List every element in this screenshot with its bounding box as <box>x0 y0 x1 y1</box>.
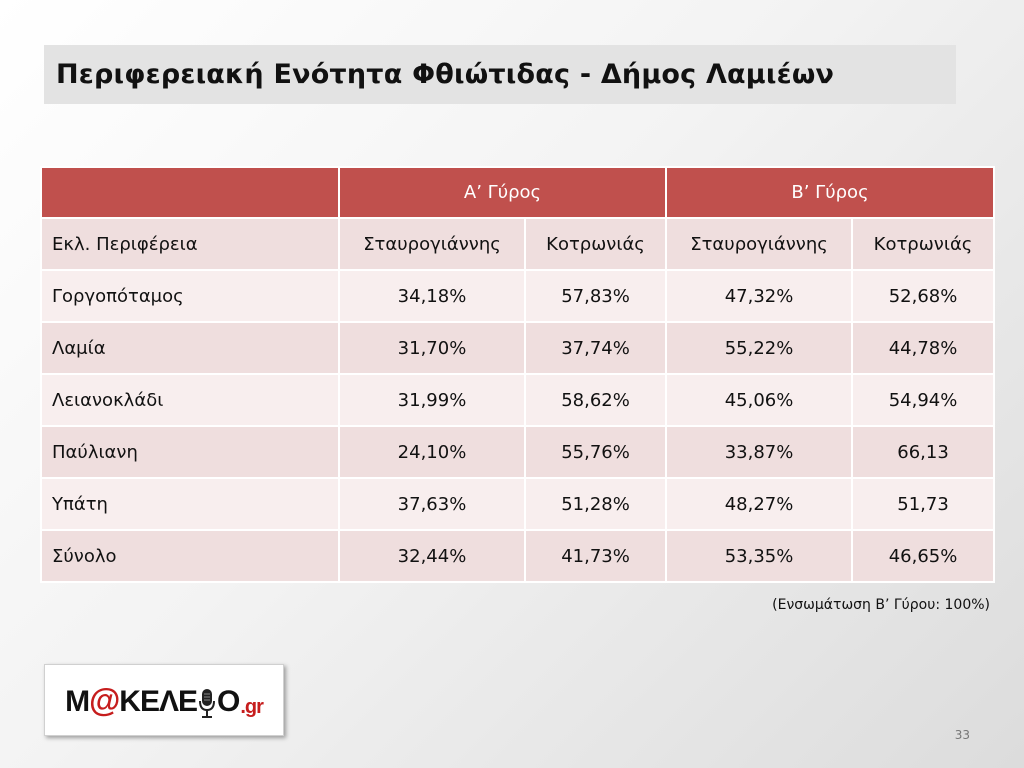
region-name: Υπάτη <box>40 477 340 531</box>
value-cell: 46,65% <box>851 529 996 583</box>
table-row: Λειανοκλάδι 31,99% 58,62% 45,06% 54,94% <box>40 373 996 427</box>
table-row: Γοργοπόταμος 34,18% 57,83% 47,32% 52,68% <box>40 269 996 323</box>
table-row: Παύλιανη 24,10% 55,76% 33,87% 66,13 <box>40 425 996 479</box>
value-cell: 31,70% <box>338 321 526 375</box>
value-cell: 33,87% <box>665 425 854 479</box>
round-header-row: Α’ Γύρος Β’ Γύρος <box>40 166 996 219</box>
table-row: Λαμία 31,70% 37,74% 55,22% 44,78% <box>40 321 996 375</box>
candidate-header: Κοτρωνιάς <box>851 217 996 271</box>
value-cell: 51,73 <box>851 477 996 531</box>
candidate-header-row: Εκλ. Περιφέρεια Σταυρογιάννης Κοτρωνιάς … <box>40 217 996 271</box>
value-cell: 31,99% <box>338 373 526 427</box>
candidate-header: Κοτρωνιάς <box>523 217 668 271</box>
header-empty-cell <box>40 166 340 219</box>
region-name: Παύλιανη <box>40 425 340 479</box>
value-cell: 34,18% <box>338 269 526 323</box>
logo-suffix: .gr <box>240 695 264 718</box>
logo-part-3: Ο <box>217 684 240 718</box>
value-cell: 52,68% <box>851 269 996 323</box>
value-cell: 66,13 <box>851 425 996 479</box>
logo-at: @ <box>89 681 120 718</box>
logo-part-2: ΚΕΛΕ <box>119 684 198 718</box>
value-cell: 47,32% <box>665 269 854 323</box>
value-cell: 48,27% <box>665 477 854 531</box>
round-b-header: Β’ Γύρος <box>665 166 996 219</box>
value-cell: 24,10% <box>338 425 526 479</box>
region-name: Λαμία <box>40 321 340 375</box>
makeleio-logo: M @ ΚΕΛΕ Ο .gr <box>44 664 284 736</box>
value-cell: 55,76% <box>523 425 668 479</box>
value-cell: 54,94% <box>851 373 996 427</box>
value-cell: 58,62% <box>523 373 668 427</box>
value-cell: 37,74% <box>523 321 668 375</box>
value-cell: 57,83% <box>523 269 668 323</box>
region-header: Εκλ. Περιφέρεια <box>40 217 340 271</box>
microphone-icon <box>198 687 216 719</box>
value-cell: 32,44% <box>338 529 526 583</box>
value-cell: 51,28% <box>523 477 668 531</box>
value-cell: 41,73% <box>523 529 668 583</box>
table-row: Υπάτη 37,63% 51,28% 48,27% 51,73 <box>40 477 996 531</box>
region-name: Σύνολο <box>40 529 340 583</box>
value-cell: 37,63% <box>338 477 526 531</box>
results-table: Α’ Γύρος Β’ Γύρος Εκλ. Περιφέρεια Σταυρο… <box>40 166 996 583</box>
candidate-header: Σταυρογιάννης <box>665 217 854 271</box>
region-name: Γοργοπόταμος <box>40 269 340 323</box>
table-row: Σύνολο 32,44% 41,73% 53,35% 46,65% <box>40 529 996 583</box>
page-number: 33 <box>954 728 970 742</box>
round-a-header: Α’ Γύρος <box>337 166 668 219</box>
footnote: (Ενσωμάτωση Β’ Γύρου: 100%) <box>772 597 990 613</box>
value-cell: 45,06% <box>665 373 854 427</box>
logo-text: M @ ΚΕΛΕ Ο .gr <box>65 681 264 719</box>
value-cell: 55,22% <box>665 321 854 375</box>
value-cell: 53,35% <box>665 529 854 583</box>
slide-title-box: Περιφερειακή Ενότητα Φθιώτιδας - Δήμος Λ… <box>44 45 956 104</box>
region-name: Λειανοκλάδι <box>40 373 340 427</box>
logo-part-1: M <box>65 684 90 718</box>
candidate-header: Σταυρογιάννης <box>338 217 526 271</box>
value-cell: 44,78% <box>851 321 996 375</box>
slide-title: Περιφερειακή Ενότητα Φθιώτιδας - Δήμος Λ… <box>56 59 835 90</box>
